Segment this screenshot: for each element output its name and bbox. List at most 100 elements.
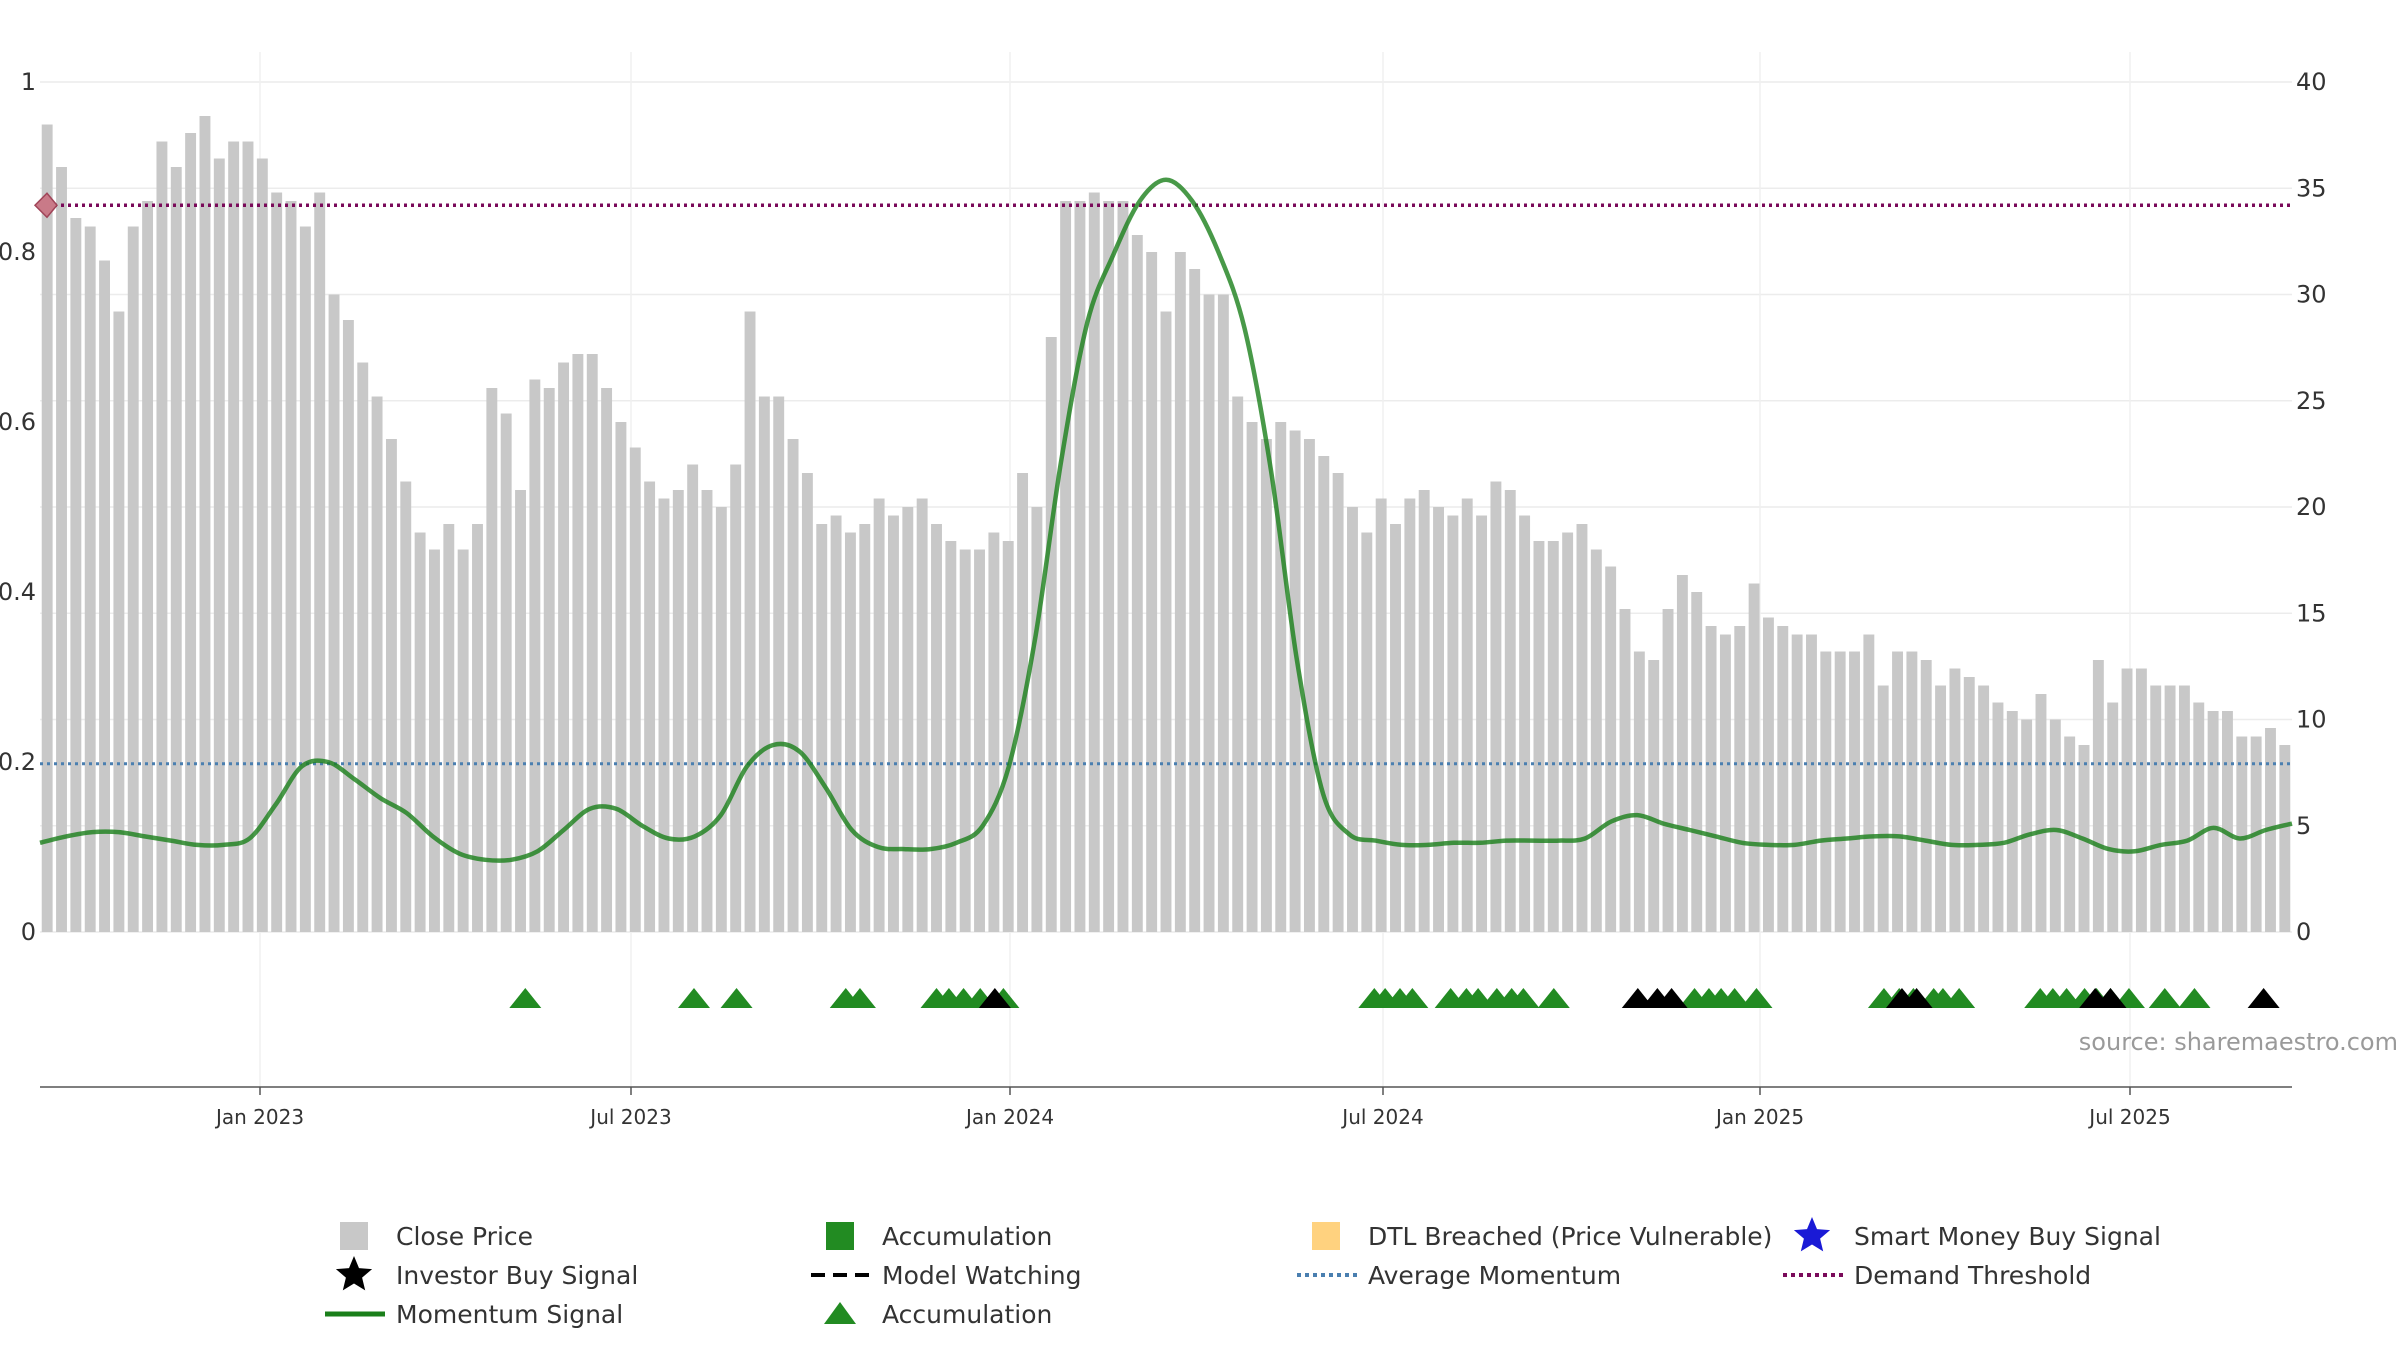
price-bar [1045,337,1057,932]
legend-label: Demand Threshold [1854,1261,2091,1290]
price-bar [1060,201,1072,932]
legend-label: Model Watching [882,1261,1082,1290]
price-bar [1160,311,1172,932]
price-bar [629,447,641,932]
momentum-signal [39,177,2293,863]
legend: Close Price Accumulation DTL Breached (Pri… [325,1217,2161,1329]
x-tick-label: Jan 2025 [1714,1105,1804,1129]
price-bar [1289,430,1301,932]
y-left-tick-label: 0.2 [0,748,36,776]
price-bar [1490,481,1502,932]
y-right-tick-label: 35 [2296,174,2327,202]
price-bar [1590,549,1602,932]
price-bar [1633,651,1645,932]
price-bar [443,524,455,932]
price-bar [2121,668,2133,932]
price-bar [1935,685,1947,932]
price-bar [2279,745,2291,932]
price-bar [1447,515,1459,932]
price-bar [400,481,412,932]
accumulation-triangle [1507,988,1540,1008]
accumulation-triangle [1718,988,1751,1008]
price-bar [2193,702,2205,932]
price-bar [687,464,699,932]
price-bar [2222,711,2233,932]
investor-signal-triangle [1655,988,1688,1008]
signal-markers [509,988,2280,1008]
accumulation-triangle [843,988,876,1008]
legend-label: Accumulation [882,1222,1052,1251]
legend-star-icon [1793,1217,1831,1252]
price-bar [1246,422,1258,932]
investor-signal-triangle [978,988,1011,1008]
price-bar [1260,439,1272,932]
price-bar [1777,626,1789,932]
y-right-tick-label: 25 [2296,387,2327,415]
price-bar [1117,201,1129,932]
price-bar [572,354,584,932]
accumulation-triangle [1537,988,1570,1008]
price-bar [1275,422,1287,932]
price-bar [701,490,713,932]
y-right-tick-label: 10 [2296,706,2327,734]
legend-swatch [826,1222,854,1250]
price-bar [285,201,297,932]
price-bar [758,396,770,932]
price-bar [213,158,225,932]
price-bar [1791,634,1803,932]
price-bar [371,396,383,932]
legend-swatch [340,1222,368,1250]
price-bar [1562,532,1574,932]
price-bar [1676,575,1688,932]
accumulation-triangle [2178,988,2211,1008]
legend-label: Average Momentum [1368,1261,1621,1290]
price-bar [299,226,311,932]
y-left-tick-label: 0.6 [0,408,36,436]
price-bar [529,379,541,932]
price-bar [672,490,684,932]
price-bar [486,388,498,932]
price-bar [1863,634,1875,932]
price-bar [931,524,942,932]
price-bar [1576,524,1588,932]
price-bar [1347,507,1358,932]
momentum-line [39,177,2293,863]
price-bar [1418,490,1430,932]
price-bar [127,226,139,932]
price-bar [500,413,512,932]
y-right-tick-label: 30 [2296,281,2327,309]
price-bar [773,396,785,932]
price-bar [543,388,555,932]
price-bar [1877,685,1889,932]
legend-swatch [1312,1222,1340,1250]
price-bar [1533,541,1545,932]
y-right-tick-label: 0 [2296,918,2311,946]
price-bar [974,549,985,932]
price-bar [2035,694,2047,932]
price-bar [902,507,914,932]
price-bar [170,167,182,932]
legend-label: Accumulation [882,1300,1052,1329]
y-left-tick-label: 0.8 [0,238,36,266]
price-bar [2049,719,2061,932]
price-bar [99,260,110,932]
y-left-tick-label: 0.4 [0,578,36,606]
price-bar [385,439,397,932]
price-bar [1920,660,1932,932]
price-bar [844,532,856,932]
legend-label: Momentum Signal [396,1300,623,1329]
price-bar [472,524,483,932]
price-bar [615,422,627,932]
price-bar [1174,252,1186,932]
price-bar [41,124,53,932]
price-bar [1318,456,1330,932]
price-bar [1461,498,1473,932]
price-bar [1232,396,1244,932]
price-bar [744,311,756,932]
price-bar [601,388,613,932]
investor-signal-triangle [2247,988,2280,1008]
price-bar [1719,634,1731,932]
price-bar [342,320,354,932]
legend-label: DTL Breached (Price Vulnerable) [1368,1222,1772,1251]
